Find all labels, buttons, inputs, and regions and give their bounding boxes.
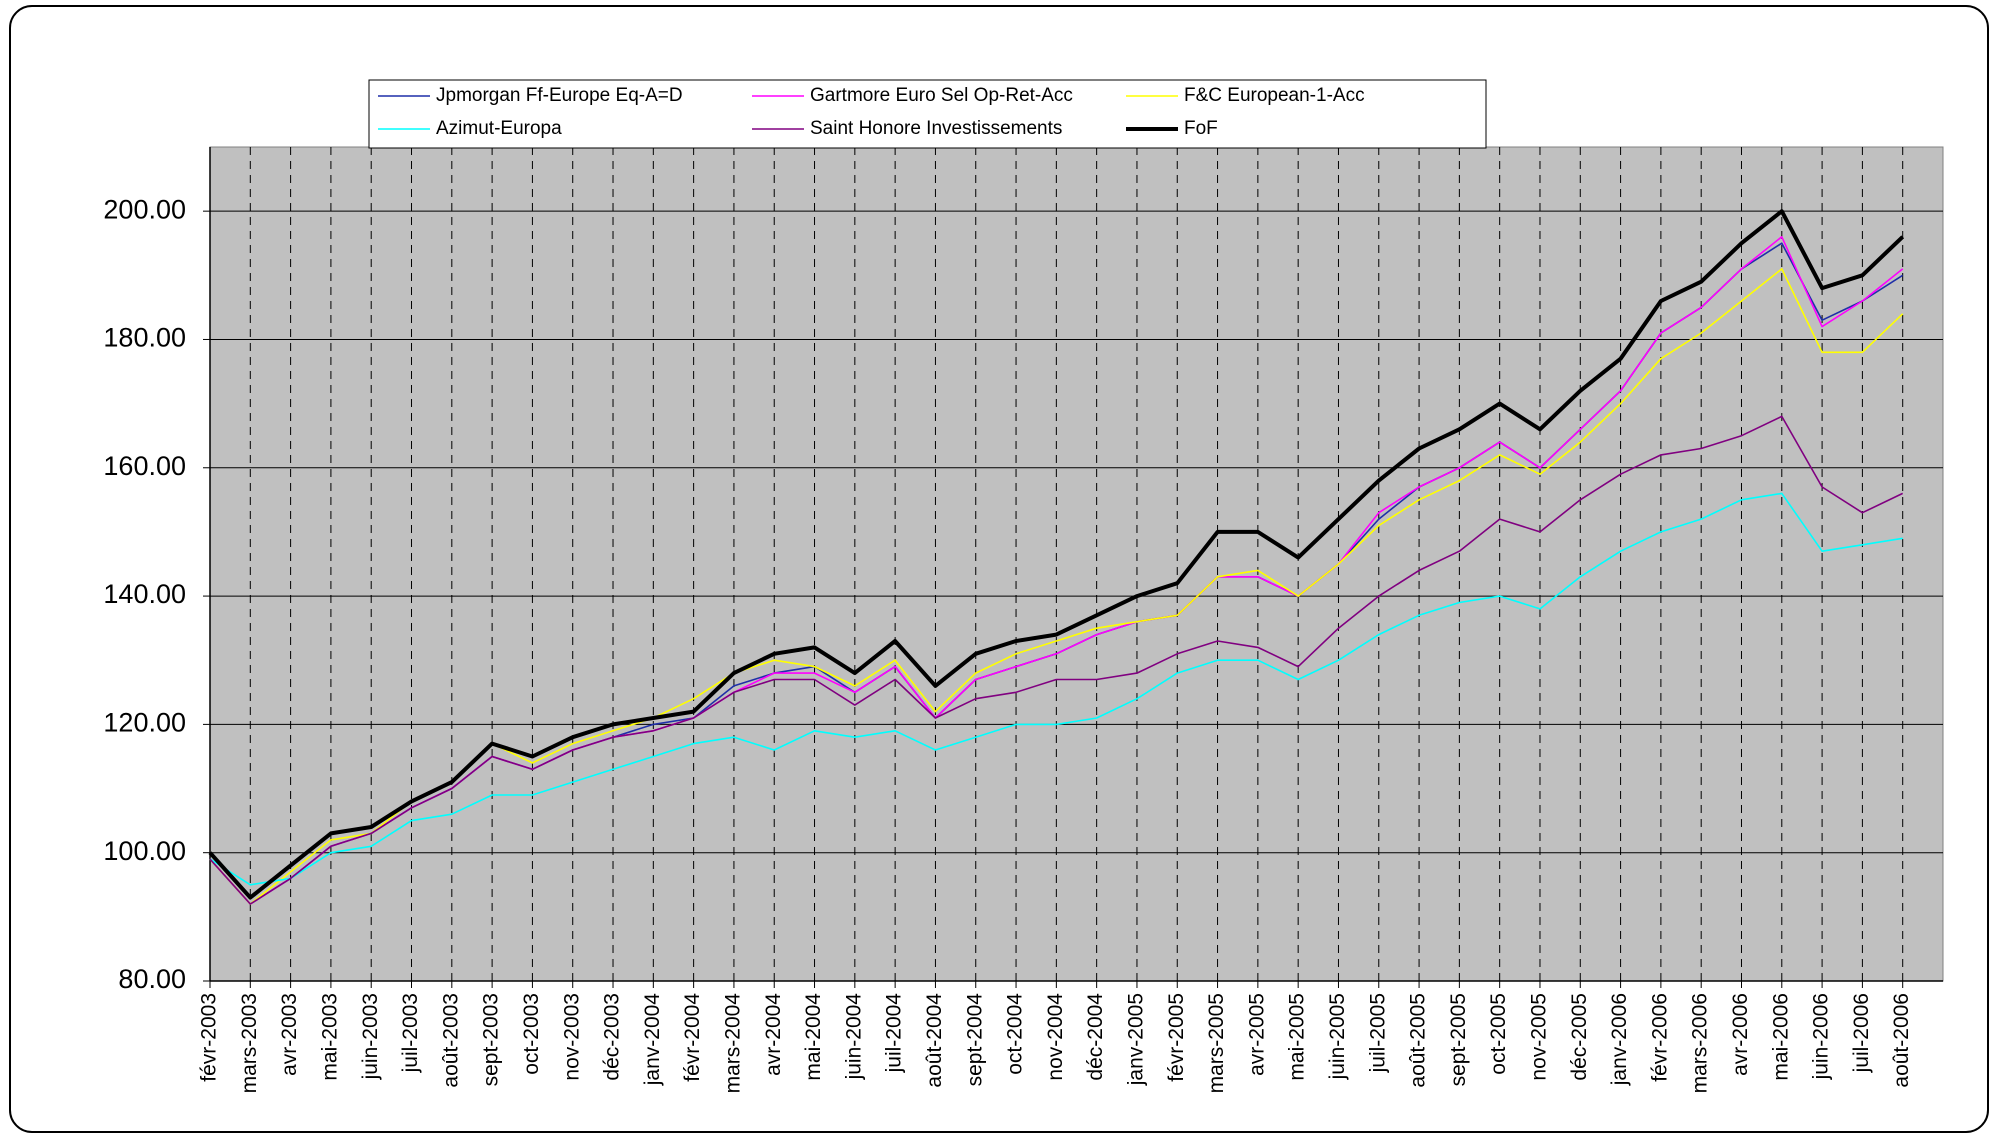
x-tick-label: juil-2005 <box>1366 993 1389 1073</box>
x-tick-label: sept-2005 <box>1447 993 1470 1086</box>
x-tick-label: oct-2004 <box>1004 993 1027 1075</box>
x-tick-label: nov-2003 <box>560 993 583 1081</box>
x-tick-label: juil-2006 <box>1850 993 1873 1073</box>
x-tick-label: janv-2004 <box>641 993 664 1087</box>
x-tick-label: sept-2003 <box>480 993 503 1086</box>
x-tick-label: déc-2003 <box>601 993 624 1081</box>
y-tick-label: 200.00 <box>103 194 186 224</box>
x-tick-label: juin-2004 <box>842 993 865 1081</box>
x-tick-label: sept-2004 <box>963 993 986 1087</box>
legend-label: Azimut-Europa <box>436 118 562 139</box>
legend-label: Gartmore Euro Sel Op-Ret-Acc <box>810 85 1073 106</box>
x-tick-label: mai-2003 <box>318 993 341 1081</box>
x-tick-label: août-2003 <box>439 993 462 1088</box>
y-tick-label: 100.00 <box>103 836 186 866</box>
x-tick-label: févr-2003 <box>198 993 221 1082</box>
legend: Jpmorgan Ff-Europe Eq-A=D Gartmore Euro S… <box>368 79 1487 149</box>
x-tick-label: juin-2003 <box>359 993 382 1080</box>
x-tick-label: avr-2006 <box>1729 993 1752 1076</box>
x-tick-label: déc-2004 <box>1084 993 1107 1081</box>
y-tick-label: 160.00 <box>103 451 186 481</box>
legend-label: Jpmorgan Ff-Europe Eq-A=D <box>436 85 683 106</box>
x-tick-label: juil-2004 <box>883 993 906 1074</box>
x-tick-label: avr-2005 <box>1245 993 1268 1076</box>
x-tick-label: mars-2003 <box>238 993 261 1093</box>
legend-box <box>368 79 1487 149</box>
x-tick-label: août-2005 <box>1407 993 1430 1088</box>
x-tick-label: juin-2006 <box>1810 993 1833 1080</box>
series-line <box>208 209 1905 900</box>
x-tick-label: mai-2005 <box>1286 993 1309 1081</box>
x-tick-label: mars-2004 <box>721 993 744 1094</box>
x-tick-label: avr-2003 <box>278 993 301 1076</box>
x-tick-label: nov-2005 <box>1528 993 1551 1081</box>
series-line <box>209 415 1904 905</box>
x-tick-label: juin-2005 <box>1326 993 1349 1080</box>
x-tick-label: janv-2006 <box>1608 993 1631 1086</box>
x-tick-label: juil-2003 <box>399 993 422 1073</box>
x-tick-label: févr-2006 <box>1648 993 1671 1082</box>
y-tick-label: 180.00 <box>103 323 186 353</box>
x-tick-label: janv-2005 <box>1125 993 1148 1086</box>
legend-label: F&C European-1-Acc <box>1184 85 1365 106</box>
x-tick-label: août-2004 <box>923 993 946 1088</box>
y-tick-label: 120.00 <box>103 708 186 738</box>
x-tick-label: nov-2004 <box>1044 993 1067 1081</box>
x-tick-label: août-2006 <box>1890 993 1913 1088</box>
x-tick-label: mai-2006 <box>1769 993 1792 1081</box>
y-tick-label: 80.00 <box>118 964 186 994</box>
x-tick-label: févr-2005 <box>1165 993 1188 1082</box>
plot-area <box>209 146 1944 982</box>
x-tick-label: avr-2004 <box>762 993 785 1076</box>
x-tick-label: oct-2003 <box>520 993 543 1075</box>
x-tick-label: oct-2005 <box>1487 993 1510 1075</box>
y-tick-label: 140.00 <box>103 579 186 609</box>
x-tick-label: mars-2006 <box>1689 993 1712 1093</box>
x-tick-label: févr-2004 <box>681 993 704 1082</box>
x-tick-label: déc-2005 <box>1568 993 1591 1081</box>
x-tick-label: mai-2004 <box>802 993 825 1081</box>
series-line <box>209 492 1903 886</box>
legend-label: Saint Honore Investissements <box>810 118 1062 139</box>
x-tick-label: mars-2005 <box>1205 993 1228 1093</box>
legend-label: FoF <box>1184 118 1218 139</box>
